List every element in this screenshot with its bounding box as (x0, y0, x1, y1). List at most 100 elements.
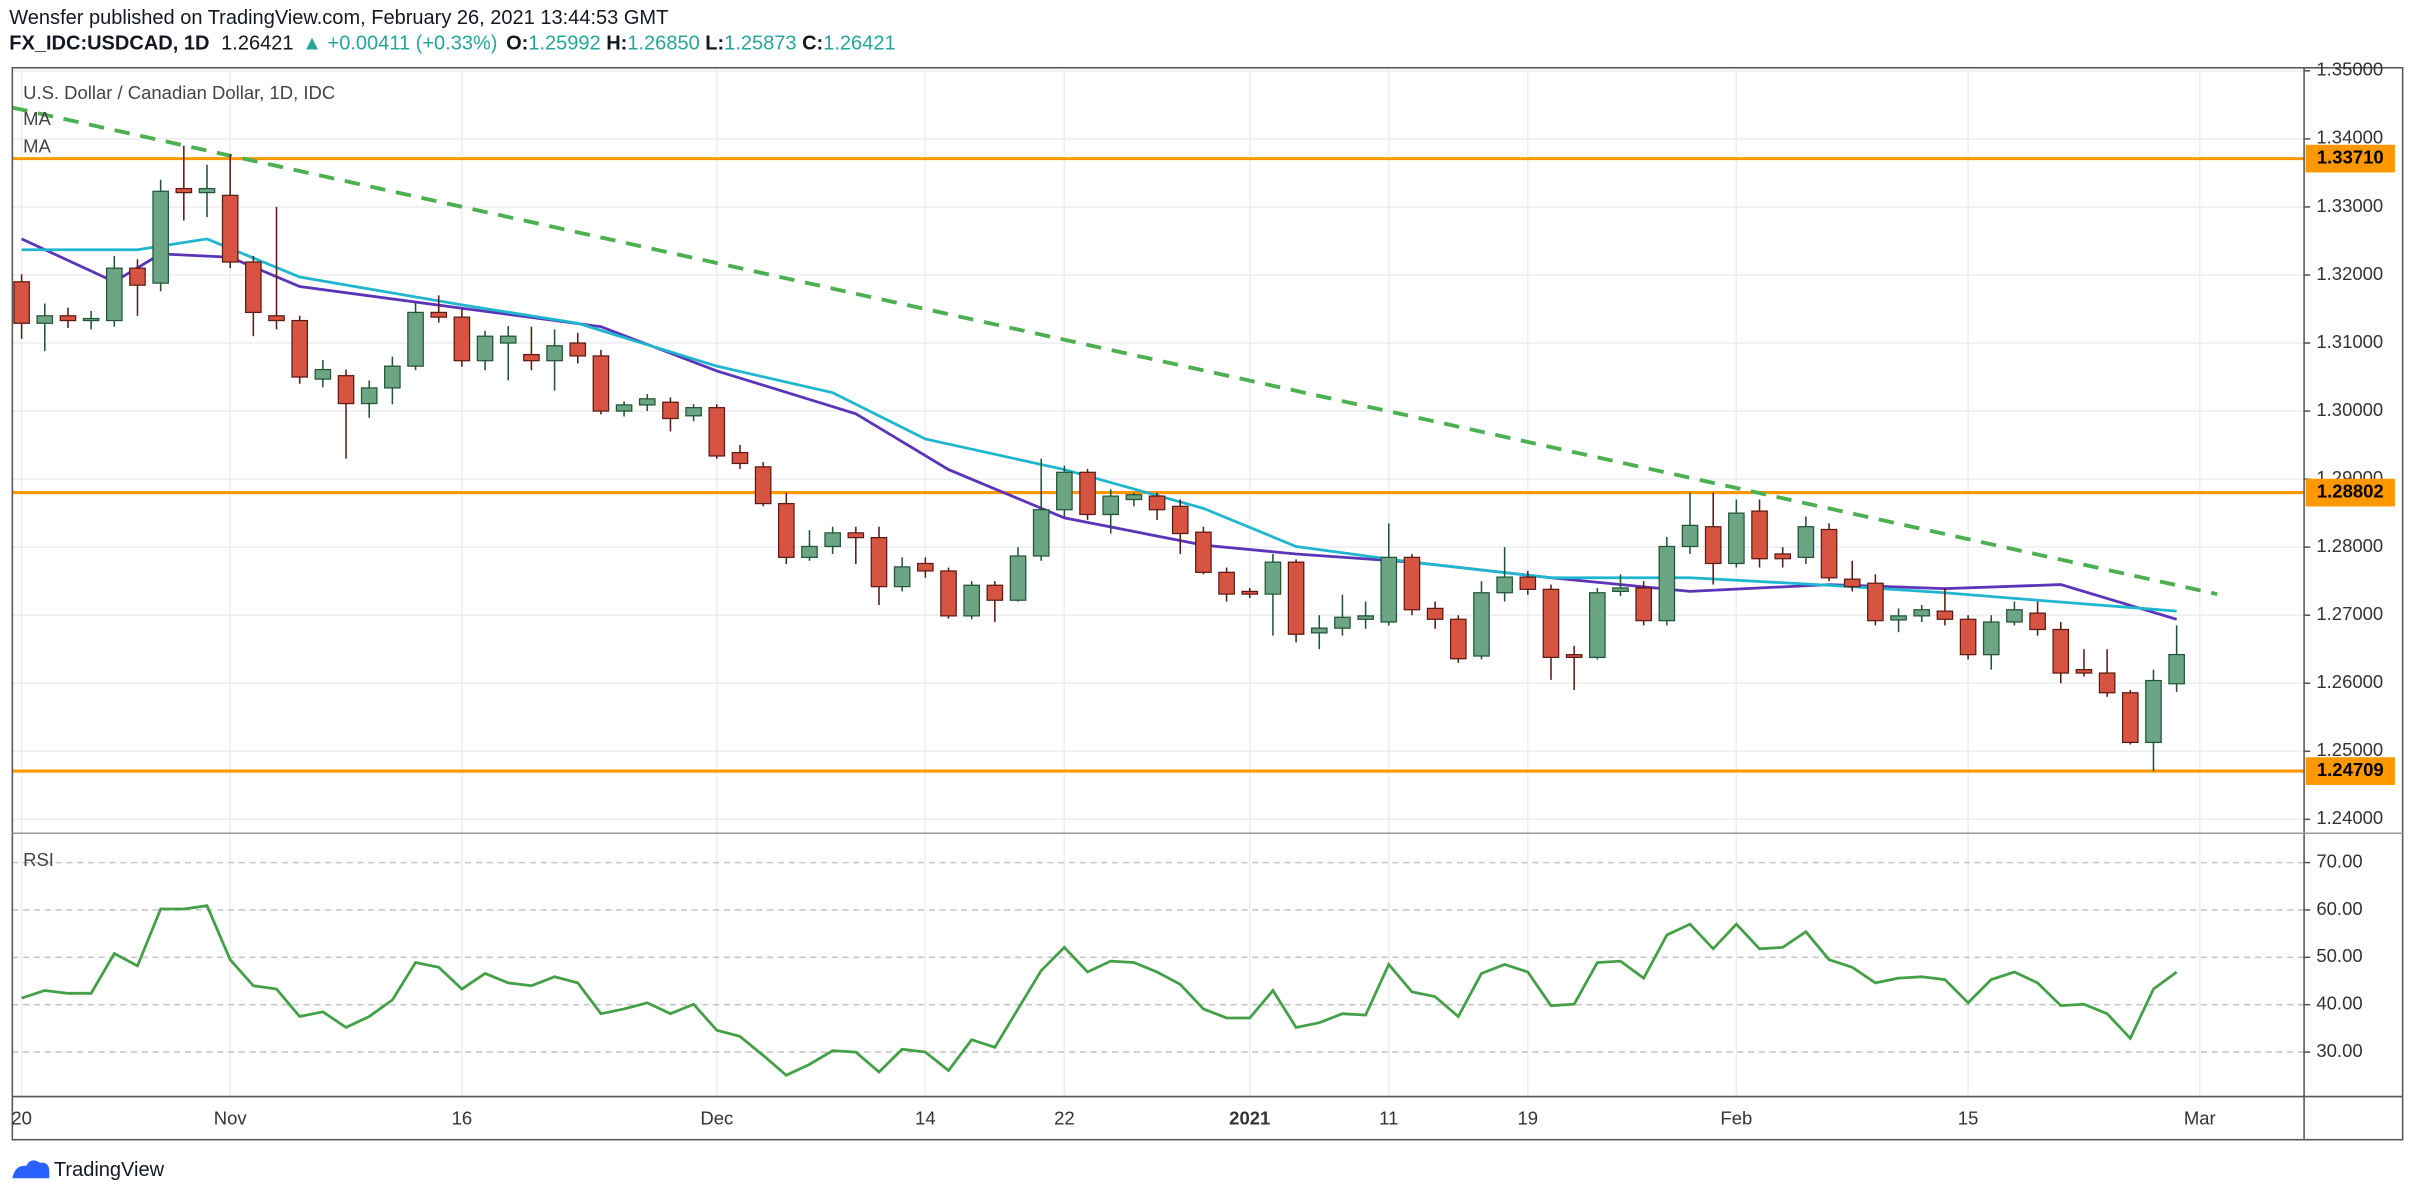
candle-body (1982, 621, 2000, 656)
candle-body (1380, 556, 1398, 623)
candle-body (1774, 553, 1792, 560)
trendline (12, 105, 2218, 596)
level-label: 1.24709 (2317, 759, 2384, 780)
candle-body (36, 315, 54, 324)
candle-body (1681, 524, 1699, 548)
change: ▲ +0.00411 (+0.33%) (302, 33, 497, 55)
y-tick-label: 1.31000 (2316, 331, 2383, 352)
x-tick-label: Dec (700, 1108, 733, 1129)
candle-body (1148, 495, 1166, 511)
logo: TradingView (12, 1159, 165, 1181)
candle-body (1171, 505, 1189, 535)
candle-body (1913, 609, 1931, 617)
candle-body (1751, 510, 1768, 560)
candle-body (82, 317, 100, 322)
logo-icon (12, 1160, 50, 1179)
candle-body (1635, 587, 1652, 622)
y-tick-label: 50.00 (2316, 945, 2362, 966)
candle-body (2029, 612, 2046, 631)
candle-body (407, 311, 424, 367)
candle-body (1264, 561, 1282, 595)
candle-body (1612, 587, 1629, 592)
rsi-title: RSI (23, 849, 54, 870)
y-tick-label: 1.34000 (2316, 127, 2383, 148)
last-price: 1.26421 (221, 33, 293, 55)
candle-body (986, 584, 1004, 601)
candle-body (1542, 588, 1560, 659)
y-tick-label: 1.35000 (2316, 59, 2383, 80)
candle-body (1218, 571, 1235, 595)
candle-body (662, 401, 679, 420)
candle-body (1704, 526, 1722, 565)
candle-body (1473, 592, 1490, 657)
candle-body (685, 407, 702, 417)
candle-body (847, 532, 865, 539)
candle-body (1449, 618, 1467, 660)
candle-body (1797, 526, 1815, 558)
ohlc-value: 1.26421 (823, 33, 895, 55)
y-tick-label: 1.32000 (2316, 263, 2383, 284)
level-label-box (2305, 757, 2395, 785)
rsi-line (21, 904, 2178, 1077)
ohlc-value: 1.26850 (627, 33, 699, 55)
x-tick-label: 14 (915, 1108, 936, 1129)
ohlc-label: H: (606, 33, 627, 55)
y-tick-label: 1.30000 (2316, 399, 2383, 420)
x-tick-label: Mar (2184, 1108, 2216, 1129)
candle-body (615, 404, 633, 412)
y-tick-label: 1.33000 (2316, 195, 2383, 216)
candle-body (337, 375, 355, 405)
y-tick-label: 1.24000 (2316, 807, 2383, 828)
candle-body (1403, 556, 1421, 611)
candle-body (754, 466, 772, 505)
candle-body (1890, 615, 1907, 621)
ohlc-value: 1.25873 (724, 33, 796, 55)
candle-body (2145, 679, 2162, 744)
x-tick-label: 16 (452, 1108, 473, 1129)
y-tick-label: 1.27000 (2316, 603, 2383, 624)
candle-body (1959, 618, 1977, 656)
candle-body (940, 570, 957, 617)
candle-body (384, 365, 401, 389)
candle-body (198, 187, 216, 194)
level-label: 1.28802 (2317, 480, 2384, 501)
candle-body (245, 261, 262, 314)
x-tick-label: Nov (214, 1108, 248, 1129)
candle-body (870, 537, 888, 588)
candle-body (2075, 669, 2093, 674)
candle-body (1310, 627, 1328, 634)
candle-body (963, 584, 980, 617)
y-tick-label: 1.28000 (2316, 535, 2383, 556)
published-line: Wensfer published on TradingView.com, Fe… (9, 7, 668, 29)
x-tick-label: 15 (1958, 1108, 1979, 1129)
candle-body (499, 335, 517, 344)
candle-body (1658, 545, 1676, 622)
symbol-line: FX_IDC:USDCAD, 1D 1.26421 ▲ +0.00411 (+0… (9, 33, 895, 55)
candle-body (175, 187, 193, 194)
candle-body (1195, 531, 1212, 573)
candle-body (1519, 576, 1537, 590)
candle-body (1009, 555, 1027, 601)
candle-body (523, 353, 540, 362)
candle-body (453, 316, 471, 362)
candle-body (917, 562, 934, 572)
candle-body (592, 355, 610, 412)
ohlc-label: O: (506, 33, 528, 55)
frame (11, 66, 2404, 1141)
axes (11, 66, 2404, 1141)
candle-body (2098, 672, 2116, 694)
candle-body (1056, 471, 1073, 511)
brand[interactable]: TradingView (54, 1159, 165, 1181)
candle-body (2121, 692, 2139, 744)
x-tick-label: Feb (1720, 1108, 1752, 1129)
candle-body (638, 398, 656, 406)
candle-body (1936, 610, 1954, 620)
candle-body (2052, 628, 2070, 674)
level-label: 1.33710 (2317, 146, 2384, 167)
labels: 20 Nov 16 Dec 14 22 2021 11 19 Feb 15 Mar 1.35000 1.3… (11, 59, 2395, 1129)
candle-body (777, 502, 795, 558)
candle-body (129, 267, 146, 286)
chart-title: U.S. Dollar / Canadian Dollar, 1D, IDC (23, 82, 335, 103)
y-tick-label: 60.00 (2316, 898, 2362, 919)
